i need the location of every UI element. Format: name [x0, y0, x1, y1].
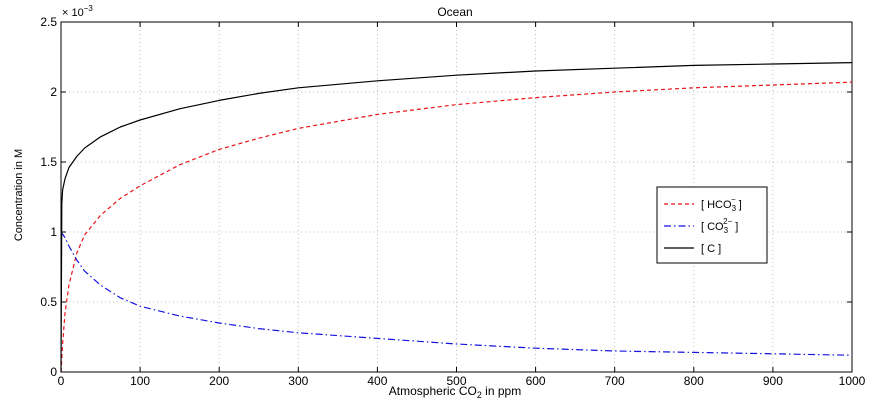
x-axis-label-tail: in ppm — [482, 384, 521, 398]
x-axis-label-main: Atmospheric CO — [389, 384, 477, 398]
x-tick-label: 100 — [130, 374, 150, 388]
y-tick-label: 0.5 — [40, 295, 57, 309]
y-exponent-base: × 10 — [62, 7, 84, 19]
series-line-2 — [60, 62, 853, 373]
legend-label-1: [ CO32− ] — [701, 217, 738, 235]
x-tick-label: 400 — [367, 374, 387, 388]
y-tick-label: 2 — [50, 85, 57, 99]
x-tick-label: 600 — [526, 374, 546, 388]
y-tick-label: 2.5 — [40, 15, 57, 29]
x-axis-label-sub: 2 — [477, 390, 482, 400]
legend-box — [656, 186, 768, 264]
series-lines — [60, 62, 853, 373]
y-axis-ticks: 0 0.5 1 1.5 2 2.5 — [40, 15, 852, 379]
legend: [ HCO3− ] [ CO32− ] [ C ] — [656, 186, 768, 264]
y-exponent: × 10−3 — [62, 4, 93, 19]
y-tick-label: 1.5 — [40, 155, 57, 169]
x-axis-ticks: 0 100 200 300 400 500 600 700 800 900 1000 — [58, 22, 866, 388]
legend-label-0: [ HCO3− ] — [701, 195, 742, 213]
legend-label-2: [ C ] — [701, 243, 721, 255]
x-axis-label: Atmospheric CO2 in ppm — [389, 384, 521, 400]
chart-title: Ocean — [437, 5, 472, 19]
series-line-0 — [60, 81, 853, 373]
x-tick-label: 1000 — [839, 374, 866, 388]
y-tick-label: 0 — [50, 365, 57, 379]
y-exponent-power: −3 — [84, 4, 94, 13]
x-tick-label: 800 — [684, 374, 704, 388]
x-tick-label: 700 — [605, 374, 625, 388]
y-axis-label: Concentration in M — [13, 149, 25, 241]
x-tick-label: 900 — [763, 374, 783, 388]
x-tick-label: 200 — [209, 374, 229, 388]
series-line-1 — [60, 231, 853, 356]
x-tick-label: 500 — [446, 374, 466, 388]
y-tick-label: 1 — [50, 225, 57, 239]
x-tick-label: 300 — [288, 374, 308, 388]
x-tick-label: 0 — [58, 374, 65, 388]
